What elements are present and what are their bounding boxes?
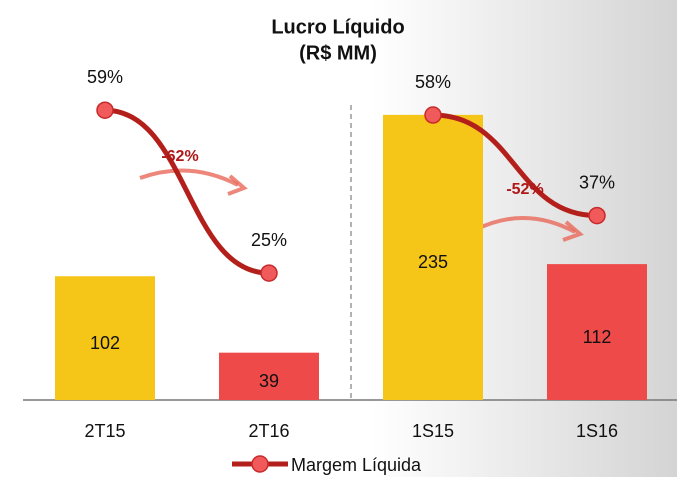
annotation: -62% (161, 148, 198, 165)
bar-label: 235 (418, 252, 448, 272)
marker (589, 208, 605, 224)
chart-title: Lucro Líquido (271, 16, 404, 38)
chart-subtitle: (R$ MM) (299, 42, 377, 64)
line-label: 37% (579, 172, 615, 192)
line-label: 25% (251, 230, 287, 250)
marker (425, 107, 441, 123)
x-tick-label: 2T15 (84, 421, 125, 441)
page: {"chart_data": {"type": "bar", "title": … (0, 0, 677, 477)
legend-label: Margem Líquida (291, 455, 422, 475)
x-tick-label: 2T16 (248, 421, 289, 441)
chart: Lucro Líquido (R$ MM) 102 2T15 39 2T16 235 1S… (0, 0, 677, 477)
x-tick-label: 1S15 (412, 421, 454, 441)
bar-label: 112 (583, 327, 612, 347)
line-label: 59% (87, 67, 123, 87)
line-label: 58% (415, 72, 451, 92)
bar-label: 102 (90, 333, 120, 353)
legend-marker (252, 456, 268, 472)
marker (97, 102, 113, 118)
x-tick-label: 1S16 (576, 421, 618, 441)
annotation: -52% (506, 181, 543, 198)
marker (261, 265, 277, 281)
bar-label: 39 (259, 371, 279, 391)
